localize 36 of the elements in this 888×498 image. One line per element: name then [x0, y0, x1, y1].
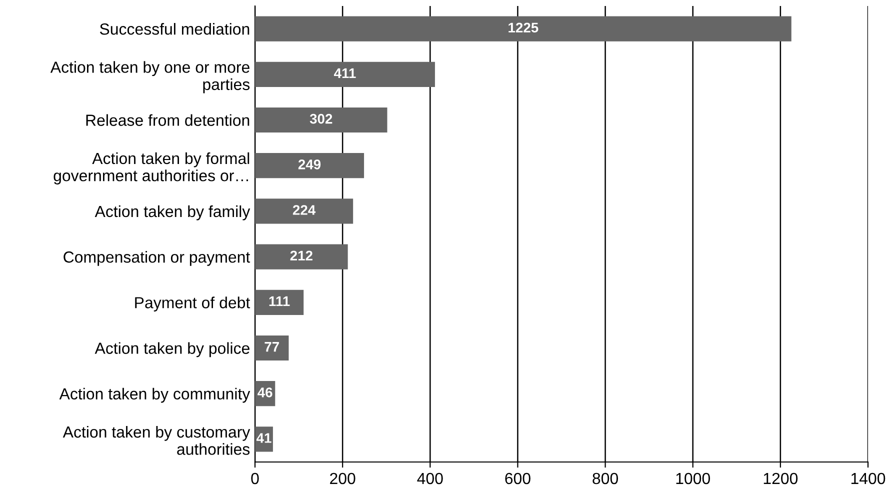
y-tick-label: Compensation or payment — [64, 251, 250, 266]
data-label: 41 — [256, 433, 272, 443]
bar — [255, 153, 364, 178]
bar — [255, 335, 289, 361]
x-tick-label: 600 — [505, 472, 530, 484]
bar — [255, 290, 304, 315]
y-tick-label: Action taken by one or more parties — [50, 61, 250, 94]
data-label: 1225 — [508, 22, 538, 33]
bar — [255, 244, 348, 270]
data-label: 302 — [310, 114, 332, 124]
data-label: 411 — [334, 68, 356, 78]
data-label: 46 — [258, 387, 272, 398]
data-label: 212 — [290, 250, 312, 260]
x-tick-label: 800 — [592, 472, 618, 484]
bar — [255, 107, 388, 133]
x-tick-label: 400 — [417, 472, 443, 484]
data-label: 249 — [298, 159, 321, 170]
y-tick-label: Successful mediation — [100, 23, 250, 35]
y-tick-label: Action taken by customary authorities — [62, 426, 250, 455]
x-tick-label: 0 — [251, 472, 259, 484]
x-tick-label: 1000 — [676, 472, 710, 484]
x-tick-label: 200 — [330, 472, 356, 484]
x-tick-label: 1400 — [851, 472, 886, 484]
y-tick-label: Release from detention — [86, 114, 250, 126]
bar — [255, 198, 354, 224]
x-tick-label: 1200 — [764, 472, 798, 484]
y-tick-label: Action taken by community — [59, 388, 250, 403]
y-tick-label: Action taken by police — [94, 342, 250, 358]
y-tick-label: Payment of debt — [135, 296, 250, 312]
bar — [255, 16, 792, 42]
data-label: 111 — [269, 296, 290, 306]
data-label: 77 — [264, 342, 279, 352]
bar — [255, 62, 435, 87]
y-tick-label: Action taken by formal government authorities or… — [54, 152, 250, 184]
y-tick-label: Action taken by family — [94, 205, 250, 220]
data-label: 224 — [292, 205, 316, 215]
